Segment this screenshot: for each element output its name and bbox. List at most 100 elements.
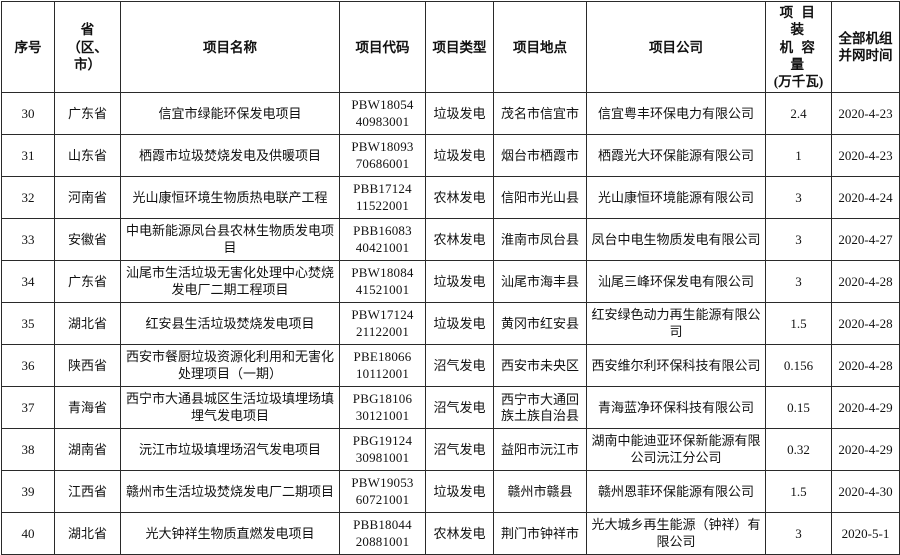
cell-capacity: 1.5 bbox=[765, 302, 832, 346]
cell-project-code-line1: PBW18054 bbox=[351, 97, 414, 113]
cell-project-code: PBG19124 30981001 bbox=[339, 428, 426, 472]
column-header-province-label-line2: （区、市） bbox=[67, 39, 108, 72]
column-header-province-label-line1: 省 bbox=[80, 22, 95, 38]
cell-project-code-line2: 70686001 bbox=[355, 155, 410, 171]
cell-project-name: 沅江市垃圾填埋场沼气发电项目 bbox=[120, 428, 340, 472]
column-header-project-type: 项目类型 bbox=[425, 0, 494, 94]
cell-grid-date: 2020-4-23 bbox=[831, 92, 900, 136]
cell-project-code: PBW18054 40983001 bbox=[339, 92, 426, 136]
cell-project-code-line2: 40983001 bbox=[355, 113, 410, 129]
cell-project-code-line2: 20881001 bbox=[355, 533, 410, 549]
table-row: 36 陕西省 西安市餐厨垃圾资源化利用和无害化处理项目（一期） PBE18066 101… bbox=[1, 344, 900, 388]
cell-project-name: 汕尾市生活垃圾无害化处理中心焚烧发电厂二期工程项目 bbox=[120, 260, 340, 304]
cell-project-code-line1: PBB16083 bbox=[353, 223, 412, 239]
table-body: 30 广东省 信宜市绿能环保发电项目 PBW18054 40983001 垃圾发电 茂名市信… bbox=[1, 92, 900, 555]
cell-index: 35 bbox=[1, 302, 55, 346]
cell-project-type: 垃圾发电 bbox=[425, 260, 494, 304]
cell-capacity: 0.15 bbox=[765, 386, 832, 430]
cell-project-type: 沼气发电 bbox=[425, 428, 494, 472]
cell-capacity: 3 bbox=[765, 512, 832, 555]
table-row: 31 山东省 栖霞市垃圾焚烧发电及供暖项目 PBW18093 70686001 垃圾发电烟… bbox=[1, 134, 900, 178]
cell-project-name: 光山康恒环境生物质热电联产工程 bbox=[120, 176, 340, 220]
cell-project-code-line2: 41521001 bbox=[355, 281, 410, 297]
cell-province: 湖北省 bbox=[54, 302, 121, 346]
cell-project-location: 西安市未央区 bbox=[493, 344, 587, 388]
table-row: 39 江西省 赣州市生活垃圾焚烧发电厂二期项目 PBW19053 60721001 垃圾发… bbox=[1, 470, 900, 514]
cell-project-name: 栖霞市垃圾焚烧发电及供暖项目 bbox=[120, 134, 340, 178]
cell-grid-date: 2020-5-1 bbox=[831, 512, 900, 555]
cell-project-type: 农林发电 bbox=[425, 512, 494, 555]
cell-project-code-line1: PBW18084 bbox=[351, 265, 414, 281]
cell-province: 河南省 bbox=[54, 176, 121, 220]
cell-project-code: PBW17124 21122001 bbox=[339, 302, 426, 346]
table-row: 37 青海省 西宁市大通县城区生活垃圾填埋场填埋气发电项目 PBG18106 30121… bbox=[1, 386, 900, 430]
cell-grid-date: 2020-4-28 bbox=[831, 260, 900, 304]
cell-grid-date: 2020-4-23 bbox=[831, 134, 900, 178]
column-header-project-type-label: 项目类型 bbox=[432, 39, 487, 55]
cell-index: 38 bbox=[1, 428, 55, 472]
cell-project-company: 凤台中电生物质发电有限公司 bbox=[586, 218, 766, 262]
cell-project-company: 汕尾三峰环保发电有限公司 bbox=[586, 260, 766, 304]
cell-grid-date: 2020-4-27 bbox=[831, 218, 900, 262]
column-header-project-name: 项目名称 bbox=[120, 0, 340, 94]
column-header-project-location-label: 项目地点 bbox=[513, 39, 567, 55]
cell-capacity: 0.32 bbox=[765, 428, 832, 472]
cell-project-code: PBB16083 40421001 bbox=[339, 218, 426, 262]
cell-project-company: 光山康恒环境能源有限公司 bbox=[586, 176, 766, 220]
cell-province: 安徽省 bbox=[54, 218, 121, 262]
cell-project-code: PBE18066 10112001 bbox=[339, 344, 426, 388]
column-header-capacity: 项 目 装 机 容 量 (万千瓦) bbox=[765, 0, 832, 94]
cell-index: 37 bbox=[1, 386, 55, 430]
cell-province: 山东省 bbox=[54, 134, 121, 178]
column-header-project-code-label: 项目代码 bbox=[355, 39, 410, 55]
column-header-project-name-label: 项目名称 bbox=[203, 39, 257, 55]
cell-project-code-line1: PBW18093 bbox=[351, 139, 414, 155]
cell-project-name: 信宜市绿能环保发电项目 bbox=[120, 92, 340, 136]
column-header-project-location: 项目地点 bbox=[493, 0, 587, 94]
cell-capacity: 2.4 bbox=[765, 92, 832, 136]
cell-project-company: 青海蓝净环保科技有限公司 bbox=[586, 386, 766, 430]
cell-project-company: 光大城乡再生能源（钟祥）有限公司 bbox=[586, 512, 766, 555]
cell-index: 30 bbox=[1, 92, 55, 136]
cell-project-type: 垃圾发电 bbox=[425, 134, 494, 178]
cell-project-location: 汕尾市海丰县 bbox=[493, 260, 587, 304]
header-row: 序号 省 （区、市） 项目名称 项目代码 项目类型 项目地点 bbox=[1, 0, 900, 94]
cell-project-name: 西安市餐厨垃圾资源化利用和无害化处理项目（一期） bbox=[120, 344, 340, 388]
cell-project-code-line2: 30981001 bbox=[355, 449, 410, 465]
cell-project-code-line1: PBG19124 bbox=[352, 433, 413, 449]
cell-province: 湖北省 bbox=[54, 512, 121, 555]
cell-capacity: 3 bbox=[765, 218, 832, 262]
cell-project-location: 荆门市钟祥市 bbox=[493, 512, 587, 555]
cell-project-code-line2: 40421001 bbox=[355, 239, 410, 255]
cell-index: 31 bbox=[1, 134, 55, 178]
cell-project-type: 沼气发电 bbox=[425, 344, 494, 388]
cell-project-location: 淮南市凤台县 bbox=[493, 218, 587, 262]
cell-province: 广东省 bbox=[54, 260, 121, 304]
cell-grid-date: 2020-4-29 bbox=[831, 428, 900, 472]
cell-index: 36 bbox=[1, 344, 55, 388]
cell-province: 湖南省 bbox=[54, 428, 121, 472]
cell-project-location: 烟台市栖霞市 bbox=[493, 134, 587, 178]
cell-project-name: 红安县生活垃圾焚烧发电项目 bbox=[120, 302, 340, 346]
cell-project-type: 农林发电 bbox=[425, 218, 494, 262]
cell-capacity: 0.156 bbox=[765, 344, 832, 388]
cell-project-type: 农林发电 bbox=[425, 176, 494, 220]
cell-index: 32 bbox=[1, 176, 55, 220]
column-header-grid-date: 全部机组 并网时间 bbox=[831, 0, 900, 94]
column-header-index-label: 序号 bbox=[14, 39, 42, 55]
table-row: 35 湖北省 红安县生活垃圾焚烧发电项目 PBW17124 21122001 垃圾发电 黄冈… bbox=[1, 302, 900, 346]
cell-project-location: 茂名市信宜市 bbox=[493, 92, 587, 136]
column-header-grid-date-label-line2: 并网时间 bbox=[838, 48, 893, 64]
cell-project-type: 垃圾发电 bbox=[425, 302, 494, 346]
cell-grid-date: 2020-4-30 bbox=[831, 470, 900, 514]
cell-project-company: 赣州恩菲环保能源有限公司 bbox=[586, 470, 766, 514]
cell-capacity: 3 bbox=[765, 176, 832, 220]
cell-grid-date: 2020-4-24 bbox=[831, 176, 900, 220]
cell-project-name: 赣州市生活垃圾焚烧发电厂二期项目 bbox=[120, 470, 340, 514]
cell-project-code-line1: PBG18106 bbox=[352, 391, 413, 407]
cell-project-code-line2: 21122001 bbox=[355, 323, 410, 339]
cell-grid-date: 2020-4-29 bbox=[831, 386, 900, 430]
cell-province: 青海省 bbox=[54, 386, 121, 430]
